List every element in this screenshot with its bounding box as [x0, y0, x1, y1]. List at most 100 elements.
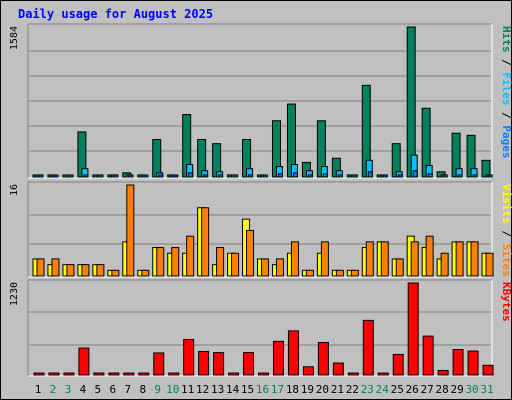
- day-label: 13: [211, 383, 224, 396]
- day-label: 11: [181, 383, 194, 396]
- 12: [201, 207, 210, 277]
- 3: [63, 372, 75, 376]
- 14: [228, 372, 240, 376]
- day-label: 24: [376, 383, 390, 396]
- day-label: 19: [301, 383, 314, 396]
- 6: [111, 269, 120, 277]
- 23: [365, 241, 374, 277]
- day-label: 26: [406, 383, 419, 396]
- 5: [98, 174, 104, 178]
- 15: [248, 174, 254, 178]
- legend-separator: /: [500, 106, 512, 126]
- 29: [452, 349, 464, 376]
- 23: [367, 171, 373, 178]
- 4: [78, 347, 90, 376]
- day-label: 14: [226, 383, 240, 396]
- day-label: 21: [331, 383, 344, 396]
- 28: [442, 174, 448, 178]
- day-label: 25: [391, 383, 404, 396]
- series-legend-label: Visits / Sites: [500, 184, 512, 277]
- day-label: 9: [154, 383, 161, 396]
- legend-visits: Visits: [500, 184, 512, 224]
- 7: [123, 372, 135, 376]
- 19: [302, 366, 314, 376]
- 20: [322, 173, 328, 178]
- 3: [68, 174, 74, 178]
- legend-files: Files: [500, 72, 512, 105]
- 15: [243, 352, 255, 376]
- 31: [485, 252, 494, 277]
- day-label: 5: [95, 383, 102, 396]
- series-legend-label: KBytes: [500, 282, 512, 322]
- 2: [53, 174, 59, 178]
- 6: [113, 174, 119, 178]
- 21: [332, 362, 344, 376]
- day-label: 30: [465, 383, 478, 396]
- 20: [317, 341, 329, 376]
- 3: [66, 264, 75, 277]
- 8: [143, 174, 149, 178]
- day-label: 8: [139, 383, 146, 396]
- 9: [158, 174, 164, 178]
- legend-pages: Pages: [500, 125, 512, 158]
- 7: [126, 184, 135, 277]
- 28: [440, 252, 449, 277]
- 8: [141, 269, 150, 277]
- 18: [292, 172, 298, 178]
- 1: [36, 258, 45, 277]
- 6: [108, 372, 120, 376]
- 19: [307, 174, 313, 178]
- y-max-label: 1230: [9, 282, 20, 306]
- 17: [272, 340, 284, 376]
- 4: [81, 264, 90, 277]
- day-label: 22: [346, 383, 359, 396]
- day-label: 27: [421, 383, 434, 396]
- 2: [51, 258, 60, 277]
- day-label: 23: [361, 383, 374, 396]
- 26: [412, 170, 418, 178]
- day-label: 2: [50, 383, 57, 396]
- 1: [38, 174, 44, 178]
- 29: [457, 174, 463, 178]
- 10: [168, 372, 180, 376]
- day-label: 10: [166, 383, 179, 396]
- day-label: 17: [271, 383, 284, 396]
- 24: [382, 174, 388, 178]
- 26: [410, 241, 419, 277]
- legend-separator: /: [500, 224, 512, 244]
- 5: [96, 264, 105, 277]
- 31: [487, 174, 493, 178]
- 7: [128, 174, 134, 178]
- 1: [33, 372, 45, 376]
- 13: [218, 174, 224, 178]
- 25: [392, 353, 404, 376]
- 25: [397, 174, 403, 178]
- legend-sites: Sites: [500, 244, 512, 277]
- day-label: 28: [436, 383, 449, 396]
- 2: [48, 372, 60, 376]
- day-label: 4: [80, 383, 87, 396]
- 11: [183, 338, 195, 376]
- 22: [352, 174, 358, 178]
- 17: [275, 258, 284, 277]
- 9: [153, 352, 165, 376]
- 29: [455, 241, 464, 277]
- 4: [83, 174, 89, 178]
- 12: [203, 174, 209, 178]
- day-label: 18: [286, 383, 299, 396]
- 15: [246, 230, 255, 277]
- 22: [347, 372, 359, 376]
- 27: [427, 173, 433, 178]
- 27: [425, 235, 434, 277]
- legend-hits: Hits: [500, 26, 512, 53]
- 26: [407, 282, 419, 376]
- 9: [152, 139, 162, 178]
- 10: [171, 247, 180, 277]
- 19: [305, 269, 314, 277]
- 18: [290, 241, 299, 277]
- 30: [470, 241, 479, 277]
- 17: [277, 173, 283, 178]
- day-label: 20: [316, 383, 329, 396]
